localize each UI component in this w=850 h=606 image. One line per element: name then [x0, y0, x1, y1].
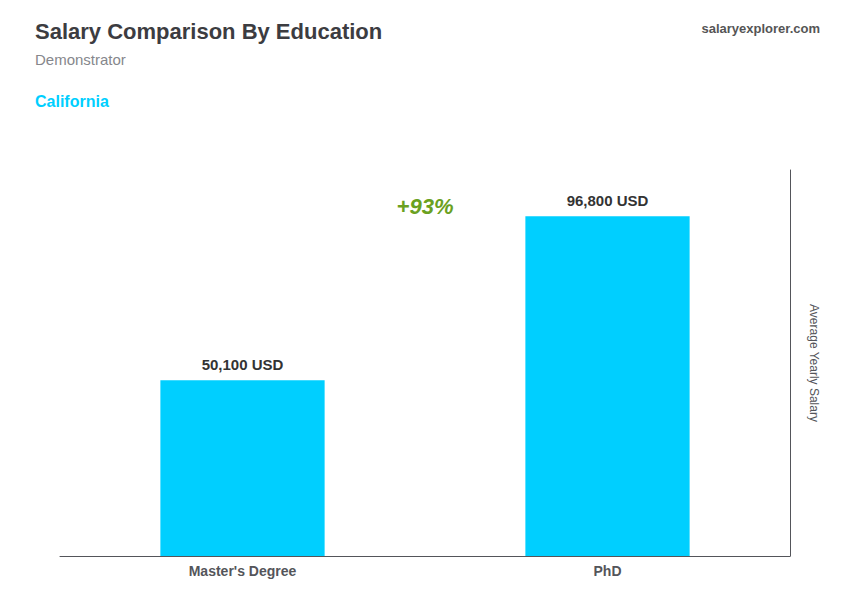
svg-text:50,100 USD: 50,100 USD: [202, 356, 284, 373]
svg-text:PhD: PhD: [594, 563, 622, 579]
svg-text:Master's Degree: Master's Degree: [189, 563, 297, 579]
svg-text:Demonstrator: Demonstrator: [35, 51, 126, 68]
svg-text:Average Yearly Salary: Average Yearly Salary: [807, 304, 821, 422]
svg-text:Salary Comparison By Education: Salary Comparison By Education: [35, 19, 382, 44]
svg-text:salaryexplorer.com: salaryexplorer.com: [701, 21, 820, 36]
svg-text:California: California: [35, 93, 109, 110]
svg-text:96,800 USD: 96,800 USD: [567, 192, 649, 209]
svg-text:+93%: +93%: [397, 194, 454, 219]
